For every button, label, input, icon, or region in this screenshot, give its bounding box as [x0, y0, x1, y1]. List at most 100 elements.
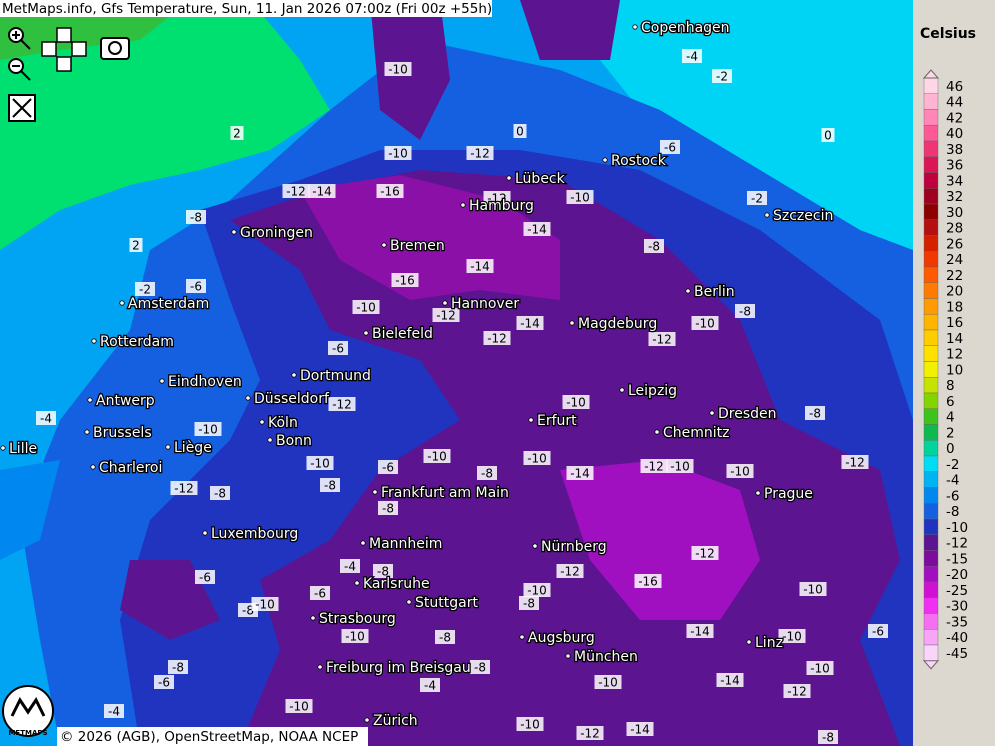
contour-label-bg — [194, 422, 222, 436]
city-dot — [685, 288, 691, 294]
contour-label-bg — [818, 730, 838, 744]
contour-label: -10 — [570, 191, 590, 205]
contour-label-bg — [186, 210, 206, 224]
city-dot — [406, 599, 412, 605]
legend-swatch — [923, 282, 939, 299]
zoom-out[interactable] — [8, 58, 31, 81]
legend-label: -6 — [946, 488, 959, 504]
contour-label: -6 — [314, 587, 326, 601]
legend-label: -30 — [946, 599, 968, 615]
contour-label-bg — [691, 546, 719, 560]
contour-label: -8 — [214, 487, 226, 501]
map-region — [0, 460, 60, 560]
city-dot — [360, 540, 366, 546]
legend-swatch — [923, 329, 939, 346]
contour-label: -10 — [670, 460, 690, 474]
legend-swatch — [923, 581, 939, 598]
contour-label-bg — [747, 191, 767, 205]
legend-label: 34 — [946, 173, 963, 189]
city-label: Augsburg — [528, 630, 595, 646]
contour-label-bg — [435, 630, 455, 644]
legend-label: 20 — [946, 284, 963, 300]
legend-swatch — [923, 251, 939, 268]
contour-label: -10 — [310, 457, 330, 471]
city-dot — [119, 300, 125, 306]
title-bg — [0, 0, 492, 17]
contour-label-bg — [154, 675, 174, 689]
contour-label-bg — [306, 456, 334, 470]
contour-label-bg — [516, 316, 544, 330]
city-label: Rostock — [611, 153, 667, 169]
contour-label: 2 — [233, 127, 241, 141]
legend-swatch — [923, 408, 939, 425]
legend-swatch — [923, 314, 939, 331]
legend-label: 8 — [946, 378, 955, 394]
pan[interactable] — [41, 27, 87, 72]
contour-label: -16 — [638, 575, 658, 589]
city-dot — [267, 437, 273, 443]
city-label: Strasbourg — [319, 611, 396, 627]
contour-label: -12 — [644, 460, 664, 474]
contour-label-bg — [36, 411, 56, 425]
contour-label-bg — [566, 190, 594, 204]
city-label: Eindhoven — [168, 374, 242, 390]
fullscreen[interactable] — [8, 94, 36, 122]
contour-label-bg — [230, 126, 244, 140]
contour-label-bg — [523, 583, 551, 597]
legend-label: 26 — [946, 236, 963, 252]
legend-swatch — [923, 518, 939, 535]
city-dot — [565, 653, 571, 659]
map-region — [600, 0, 913, 250]
legend-label: -35 — [946, 614, 968, 630]
legend-swatch — [923, 534, 939, 551]
contour-label-bg — [376, 184, 404, 198]
legend-swatch — [923, 345, 939, 362]
logo-text: METMAPS — [8, 729, 47, 737]
contour-label: -14 — [527, 223, 547, 237]
city-label: Chemnitz — [663, 425, 730, 441]
contour-label: -6 — [332, 342, 344, 356]
contour-label-bg — [104, 704, 124, 718]
screenshot[interactable] — [100, 37, 130, 60]
legend-label: -15 — [946, 551, 968, 567]
city-dot — [764, 212, 770, 218]
map-region — [300, 175, 560, 300]
city-label: Frankfurt am Main — [381, 485, 509, 501]
contour-label: -6 — [190, 280, 202, 294]
legend-label: -4 — [946, 473, 959, 489]
contour-label-bg — [384, 146, 412, 160]
legend-swatch — [923, 235, 939, 252]
legend-label: -20 — [946, 567, 968, 583]
contour-label-bg — [868, 624, 888, 638]
city-label: Dortmund — [300, 368, 371, 384]
legend-label: 14 — [946, 331, 963, 347]
contour-label: -10 — [427, 450, 447, 464]
contour-label-bg — [523, 222, 551, 236]
legend-swatch — [923, 613, 939, 630]
contour-label-bg — [576, 726, 604, 740]
legend-swatch — [923, 392, 939, 409]
map-region — [230, 170, 900, 746]
legend-swatch — [923, 361, 939, 378]
city-dot — [372, 489, 378, 495]
legend-label: 28 — [946, 221, 963, 237]
contour-label: -10 — [782, 630, 802, 644]
contour-label-bg — [340, 559, 360, 573]
contour-label-bg — [516, 717, 544, 731]
legend-top-arrow — [922, 69, 940, 79]
contour-label: -8 — [324, 479, 336, 493]
legend-label: -10 — [946, 520, 968, 536]
contour-label-bg — [716, 673, 744, 687]
contour-label: -8 — [377, 565, 389, 579]
legend-label: -8 — [946, 504, 959, 520]
legend-label: 18 — [946, 299, 963, 315]
contour-label-bg — [691, 316, 719, 330]
city-dot — [245, 395, 251, 401]
zoom-in[interactable] — [8, 27, 31, 50]
contour-label-bg — [391, 273, 419, 287]
contour-label: -10 — [598, 676, 618, 690]
contour-label: -4 — [108, 705, 120, 719]
contour-label: 2 — [132, 239, 140, 253]
contour-label-bg — [778, 629, 806, 643]
contour-label: -12 — [332, 398, 352, 412]
